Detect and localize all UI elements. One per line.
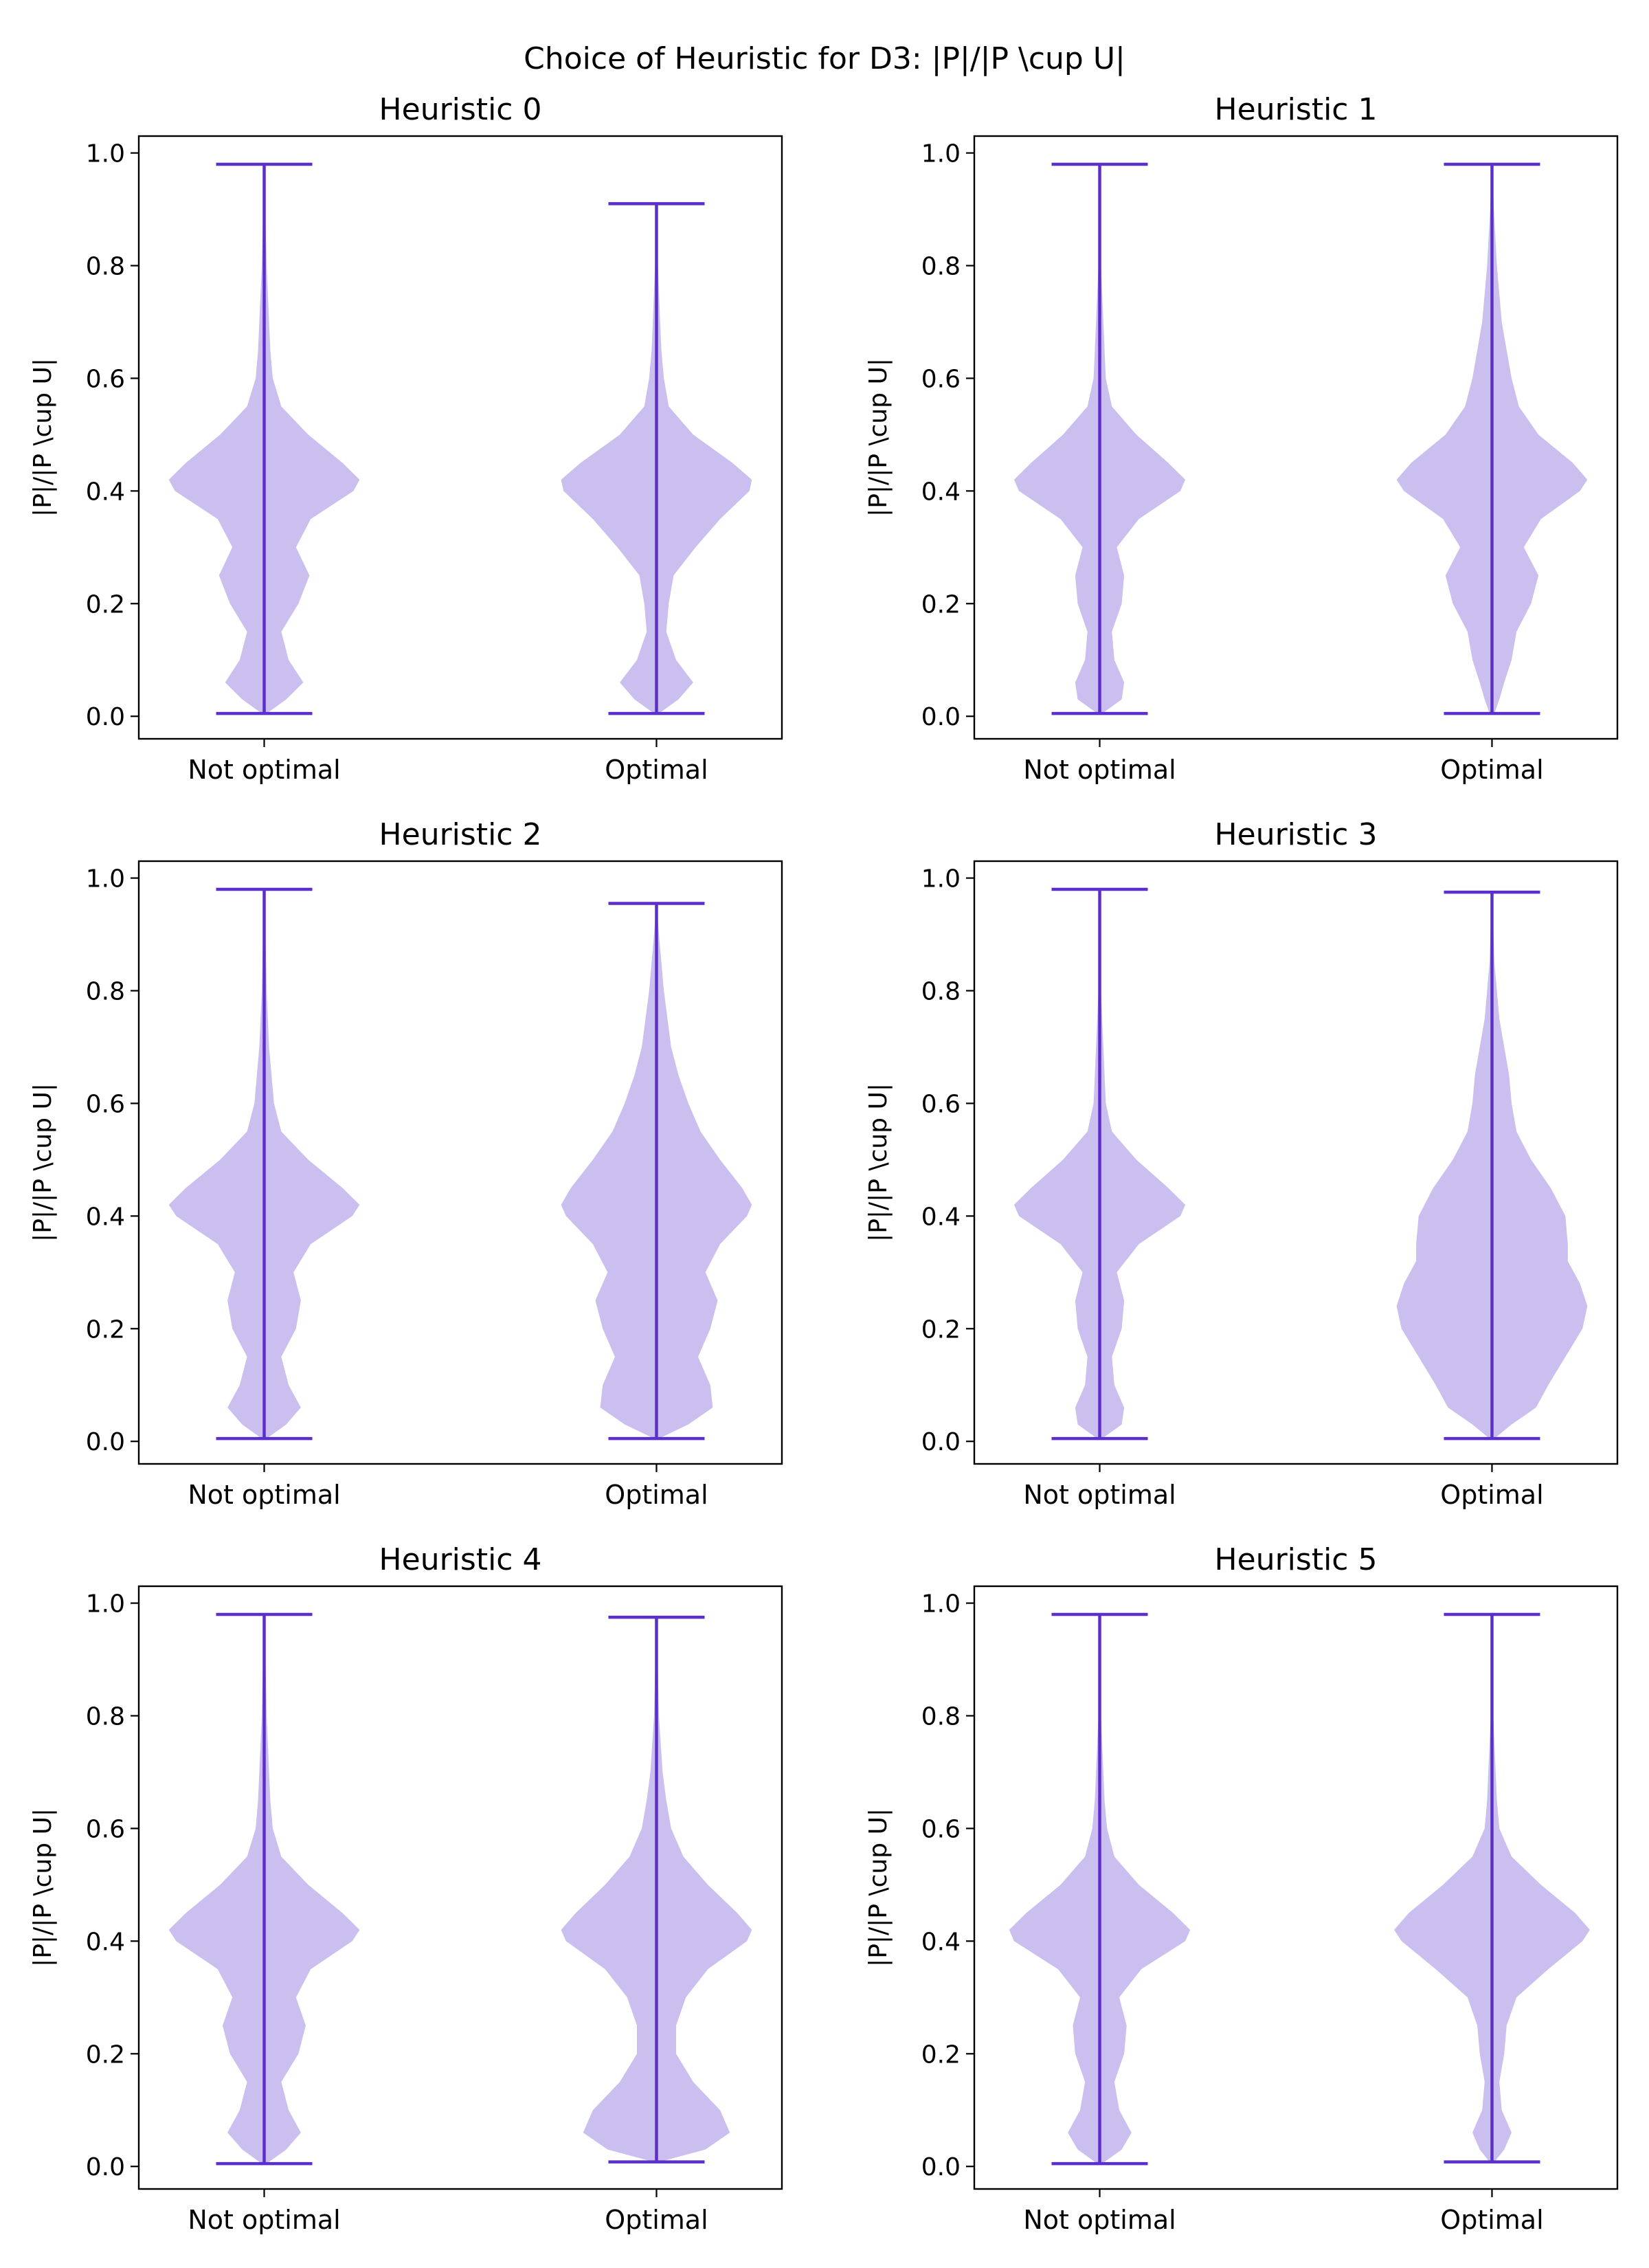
y-axis-label: |P|/|P \cup U|: [864, 358, 893, 517]
y-tick-label: 0.0: [921, 2153, 961, 2181]
y-tick-label: 0.6: [921, 1090, 961, 1118]
y-tick-label: 0.2: [86, 2041, 125, 2069]
x-tick-label: Not optimal: [1023, 2205, 1176, 2235]
y-tick-label: 0.4: [921, 478, 961, 506]
axes-frame: [973, 860, 1619, 1465]
y-tick-label: 0.6: [86, 1815, 125, 1843]
panel-3: Heuristic 3 |P|/|P \cup U| 0.0 0.2 0.4 0.6 0.8…: [864, 817, 1619, 1510]
y-axis-label: |P|/|P \cup U|: [29, 1083, 57, 1242]
y-tick-label: 0.8: [921, 978, 961, 1006]
y-tick-label: 0.4: [86, 1928, 125, 1956]
panel-4: Heuristic 4 |P|/|P \cup U| 0.0 0.2 0.4 0.6 0.8…: [29, 1542, 783, 2235]
y-tick-label: 0.0: [86, 703, 125, 731]
x-tick-label: Optimal: [605, 755, 708, 785]
y-tick-label: 0.0: [921, 1428, 961, 1456]
figure-suptitle: Choice of Heuristic for D3: |P|/|P \cup …: [524, 41, 1125, 76]
panel-title: Heuristic 2: [379, 817, 542, 852]
x-tick-label: Optimal: [1440, 1480, 1543, 1510]
x-tick-label: Optimal: [605, 1480, 708, 1510]
y-tick-label: 1.0: [86, 865, 125, 893]
x-tick-label: Optimal: [1440, 2205, 1543, 2235]
panel-2: Heuristic 2 |P|/|P \cup U| 0.0 0.2 0.4 0.6 0.8…: [29, 817, 783, 1510]
x-tick-label: Not optimal: [188, 1480, 340, 1510]
y-axis-label: |P|/|P \cup U|: [864, 1083, 893, 1242]
y-tick-label: 0.4: [921, 1203, 961, 1231]
panel-1: Heuristic 1 |P|/|P \cup U| 0.0 0.2 0.4 0.6 0.8…: [864, 92, 1619, 785]
panel-title: Heuristic 5: [1215, 1542, 1378, 1577]
y-tick-label: 0.6: [921, 1815, 961, 1843]
axes-frame: [137, 860, 783, 1465]
axes-frame: [137, 135, 783, 740]
y-tick-label: 0.6: [86, 365, 125, 393]
y-tick-label: 0.4: [86, 478, 125, 506]
y-tick-label: 0.0: [921, 703, 961, 731]
y-tick-label: 0.2: [921, 2041, 961, 2069]
y-axis-label: |P|/|P \cup U|: [864, 1808, 893, 1967]
y-tick-label: 0.4: [921, 1928, 961, 1956]
y-tick-label: 1.0: [921, 865, 961, 893]
y-tick-label: 0.2: [86, 1315, 125, 1344]
x-tick-label: Not optimal: [1023, 1480, 1176, 1510]
y-tick-label: 0.8: [86, 1703, 125, 1731]
x-tick-label: Not optimal: [188, 755, 340, 785]
panel-title: Heuristic 3: [1215, 817, 1378, 852]
y-tick-label: 1.0: [86, 140, 125, 168]
y-tick-label: 0.8: [86, 253, 125, 281]
y-tick-label: 0.8: [86, 978, 125, 1006]
axes-frame: [137, 1585, 783, 2190]
y-tick-label: 0.6: [86, 1090, 125, 1118]
x-tick-label: Not optimal: [1023, 755, 1176, 785]
panels: Heuristic 0 |P|/|P \cup U| 0.0 0.2 0.4 0.6 0.8…: [29, 92, 1619, 2235]
y-tick-label: 0.0: [86, 1428, 125, 1456]
y-tick-label: 0.2: [86, 590, 125, 619]
y-axis-label: |P|/|P \cup U|: [29, 1808, 57, 1967]
panel-title: Heuristic 4: [379, 1542, 542, 1577]
x-tick-label: Not optimal: [188, 2205, 340, 2235]
axes-frame: [973, 1585, 1619, 2190]
panel-title: Heuristic 1: [1215, 92, 1378, 127]
y-tick-label: 1.0: [921, 1590, 961, 1619]
y-tick-label: 0.8: [921, 253, 961, 281]
panel-title: Heuristic 0: [379, 92, 542, 127]
y-tick-label: 0.2: [921, 590, 961, 619]
y-tick-label: 1.0: [921, 140, 961, 168]
y-axis-label: |P|/|P \cup U|: [29, 358, 57, 517]
panel-0: Heuristic 0 |P|/|P \cup U| 0.0 0.2 0.4 0.6 0.8…: [29, 92, 783, 785]
y-tick-label: 0.0: [86, 2153, 125, 2181]
x-tick-label: Optimal: [605, 2205, 708, 2235]
panel-5: Heuristic 5 |P|/|P \cup U| 0.0 0.2 0.4 0.6 0.8…: [864, 1542, 1619, 2235]
y-tick-label: 0.2: [921, 1315, 961, 1344]
axes-frame: [973, 135, 1619, 740]
y-tick-label: 0.6: [921, 365, 961, 393]
x-tick-label: Optimal: [1440, 755, 1543, 785]
y-tick-label: 1.0: [86, 1590, 125, 1619]
y-tick-label: 0.4: [86, 1203, 125, 1231]
y-tick-label: 0.8: [921, 1703, 961, 1731]
